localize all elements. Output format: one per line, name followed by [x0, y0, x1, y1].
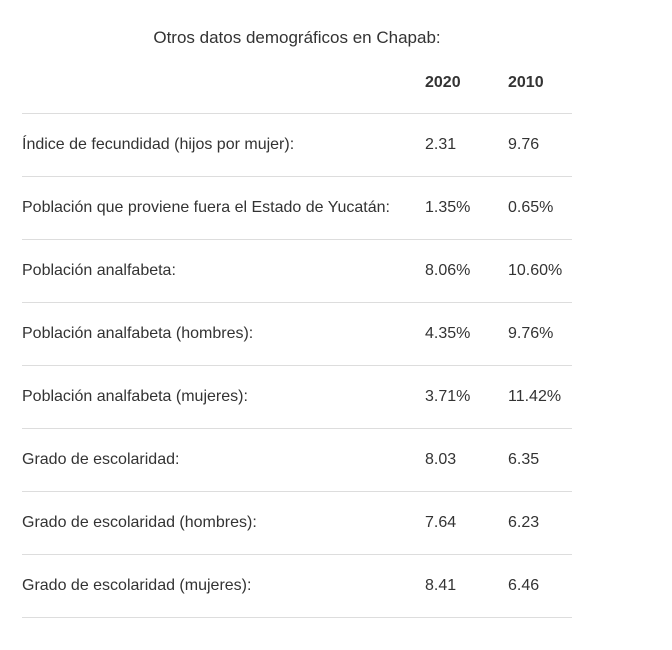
table-header-row: 2020 2010 [22, 62, 572, 114]
metric-label: Grado de escolaridad (mujeres): [22, 554, 425, 618]
year-2010-column-header: 2010 [508, 62, 572, 114]
value-2010: 6.35 [508, 428, 572, 492]
table-row: Grado de escolaridad (mujeres): 8.41 6.4… [22, 554, 572, 618]
value-2020: 8.06% [425, 239, 508, 303]
metric-label: Población analfabeta (mujeres): [22, 365, 425, 429]
value-2010: 10.60% [508, 239, 572, 303]
value-2020: 3.71% [425, 365, 508, 429]
value-2020: 4.35% [425, 302, 508, 366]
table-row: Población analfabeta: 8.06% 10.60% [22, 239, 572, 303]
metric-label: Grado de escolaridad: [22, 428, 425, 492]
value-2020: 7.64 [425, 491, 508, 555]
table-row: Población que proviene fuera el Estado d… [22, 176, 572, 240]
metric-label: Población analfabeta: [22, 239, 425, 303]
metric-label: Grado de escolaridad (hombres): [22, 491, 425, 555]
demographics-table: 2020 2010 Índice de fecundidad (hijos po… [22, 62, 572, 618]
value-2010: 6.23 [508, 491, 572, 555]
value-2020: 8.41 [425, 554, 508, 618]
table-body: Índice de fecundidad (hijos por mujer): … [22, 113, 572, 618]
value-2010: 9.76% [508, 302, 572, 366]
table-row: Grado de escolaridad: 8.03 6.35 [22, 428, 572, 492]
demographics-widget: Otros datos demográficos en Chapab: 2020… [22, 0, 572, 618]
value-2010: 9.76 [508, 113, 572, 177]
page-title: Otros datos demográficos en Chapab: [153, 28, 441, 47]
metric-column-header [22, 62, 425, 114]
table-row: Índice de fecundidad (hijos por mujer): … [22, 113, 572, 177]
value-2010: 6.46 [508, 554, 572, 618]
table-row: Población analfabeta (hombres): 4.35% 9.… [22, 302, 572, 366]
year-2020-column-header: 2020 [425, 62, 508, 114]
value-2010: 11.42% [508, 365, 572, 429]
metric-label: Índice de fecundidad (hijos por mujer): [22, 113, 425, 177]
value-2010: 0.65% [508, 176, 572, 240]
value-2020: 8.03 [425, 428, 508, 492]
value-2020: 1.35% [425, 176, 508, 240]
metric-label: Población analfabeta (hombres): [22, 302, 425, 366]
table-row: Población analfabeta (mujeres): 3.71% 11… [22, 365, 572, 429]
value-2020: 2.31 [425, 113, 508, 177]
metric-label: Población que proviene fuera el Estado d… [22, 176, 425, 240]
table-row: Grado de escolaridad (hombres): 7.64 6.2… [22, 491, 572, 555]
